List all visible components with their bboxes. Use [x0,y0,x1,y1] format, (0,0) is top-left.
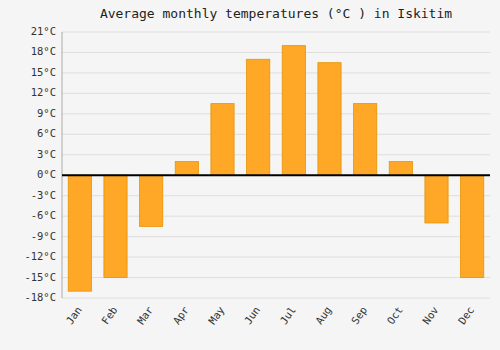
x-tick-label: Jul [277,304,298,326]
bar [389,162,412,176]
x-tick-label: Oct [384,304,405,326]
y-tick-labels: -18°C -15°C -12°C -9°C -6°C -3°C 0°C 3°C 6°C 9°C 1… [24,25,56,303]
bar [282,46,305,176]
bar [68,175,91,291]
y-tick-label: 21°C [31,25,56,37]
grid-line [62,93,490,94]
title: Average monthly temperatures (°C ) in Is… [100,6,452,21]
y-tick-label: -3°C [31,189,56,201]
y-axis-line [62,32,63,298]
x-tick-label: Feb [99,304,120,326]
chart-svg: -18°C -15°C -12°C -9°C -6°C -3°C 0°C 3°C 6°C 9°C 1… [0,0,500,350]
y-tick-label: -18°C [24,291,56,303]
y-tick-label: -12°C [24,250,56,262]
y-tick-label: 15°C [31,66,56,78]
grid-line [62,32,490,33]
x-tick-labels: Jan Feb Mar Apr May Jun Jul Aug Sep Oct Nov Dec [63,304,476,326]
bar [175,162,198,176]
bar [461,175,484,277]
bar [318,63,341,176]
y-tick-label: 6°C [37,127,56,139]
grid-line [62,154,490,155]
y-tick-label: -9°C [31,230,56,242]
bar [140,175,163,226]
bar [211,104,234,176]
bar [425,175,448,223]
x-tick-label: Mar [135,304,156,326]
x-tick-label: Apr [170,304,191,326]
grid-line [62,134,490,135]
bar [354,104,377,176]
bar [104,175,127,277]
grid [62,32,490,298]
x-tick-label: Nov [420,304,441,326]
y-tick-label: 12°C [31,86,56,98]
grid-line [62,52,490,53]
grid-line [62,298,490,299]
grid-line [62,72,490,73]
x-tick-label: Dec [456,304,477,326]
y-tick-label: 0°C [37,168,56,180]
grid-line [62,113,490,114]
x-tick-label: Jan [63,304,84,326]
background [0,0,500,350]
x-tick-label: May [206,304,227,326]
x-tick-label: Aug [313,304,334,326]
y-tick-label: 3°C [37,148,56,160]
y-tick-label: -15°C [24,271,56,283]
grid-line [62,175,490,176]
zero-line [62,174,490,176]
x-tick-label: Jun [242,304,263,326]
y-tick-label: -6°C [31,209,56,221]
y-tick-label: 9°C [37,107,56,119]
bars [68,46,484,292]
x-tick-label: Sep [349,304,370,326]
chart-container: -18°C -15°C -12°C -9°C -6°C -3°C 0°C 3°C 6°C 9°C 1… [0,0,500,350]
bar [247,59,270,175]
y-tick-label: 18°C [31,45,56,57]
